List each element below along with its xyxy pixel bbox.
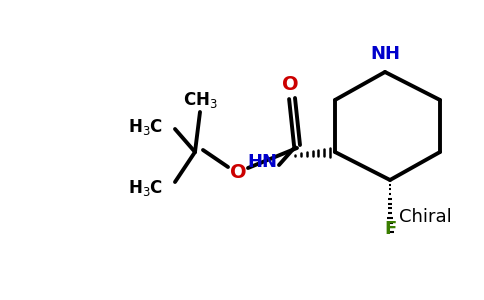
Text: O: O [282, 74, 298, 94]
Text: F: F [384, 220, 396, 238]
Text: CH$_3$: CH$_3$ [182, 90, 217, 110]
Text: H$_3$C: H$_3$C [128, 117, 163, 137]
Text: H$_3$C: H$_3$C [128, 178, 163, 198]
Text: O: O [230, 163, 246, 182]
Text: HN: HN [247, 153, 277, 171]
Text: Chiral: Chiral [399, 208, 452, 226]
Text: NH: NH [370, 45, 400, 63]
